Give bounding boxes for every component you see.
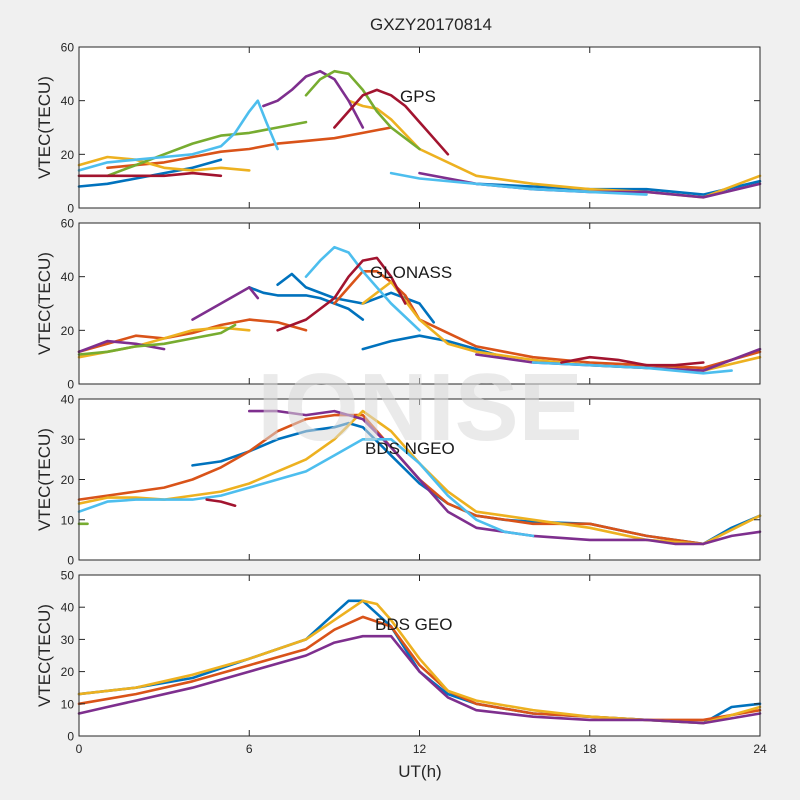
panel-0: 0 20 40 60 VTEC(TECU) GPS [35,41,762,216]
y-tick-label: 20 [61,665,75,679]
series-line [77,171,223,178]
x-tick-label: 6 [246,742,253,756]
y-tick-label: 20 [61,473,75,487]
panel-label: BDS NGEO [365,439,455,458]
series-line [77,323,237,356]
panel-2: 0 10 20 30 40 VTEC(TECU) BDS NGEO [35,393,762,568]
y-tick-label: 40 [61,393,75,407]
series-line [77,437,535,538]
axes-background [79,575,760,736]
series-line [191,286,260,321]
panel-label: GLONASS [370,263,452,282]
series-line [262,69,365,129]
y-tick-label: 60 [61,217,75,231]
x-axis-label: UT(h) [398,762,441,781]
watermark: IONISE [257,354,582,461]
y-axis-label: VTEC(TECU) [35,252,54,355]
y-tick-label: 20 [61,324,75,338]
y-tick-label: 30 [61,433,75,447]
y-tick-label: 10 [61,697,75,711]
series-line [77,155,251,172]
panel-label: GPS [400,87,436,106]
series-line [389,171,648,196]
y-tick-label: 10 [61,513,75,527]
x-tick-label: 18 [583,742,597,756]
y-tick-label: 0 [67,554,74,568]
y-tick-label: 50 [61,569,75,583]
x-tick-label: 24 [753,742,767,756]
y-tick-label: 60 [61,41,75,55]
y-tick-label: 0 [67,730,74,744]
y-axis-label: VTEC(TECU) [35,76,54,179]
y-tick-label: 0 [67,378,74,392]
y-axis-label: VTEC(TECU) [35,428,54,531]
series-line [77,339,166,354]
series-line [333,88,450,156]
y-tick-label: 0 [67,202,74,216]
panel-1: 0 20 40 60 VTEC(TECU) GLONASS [35,217,762,392]
series-line [205,498,237,508]
y-tick-label: 40 [61,94,75,108]
x-tick-label: 12 [413,742,427,756]
panel-label: BDS GEO [375,615,452,634]
axes-background [79,47,760,208]
series-line [77,599,762,725]
series-line [106,120,308,178]
panel-3: 0 10 20 30 40 50 0 6 12 18 24 VTEC(TECU) BDS GEO [35,569,767,757]
series-line [276,256,407,332]
series-line [248,286,365,321]
series-line [77,99,279,172]
series-line [361,334,506,359]
series-line [77,413,705,546]
y-tick-label: 20 [61,148,75,162]
series-line [531,361,733,375]
x-tick-label: 0 [76,742,83,756]
y-axis-label: VTEC(TECU) [35,604,54,707]
series-line [248,409,762,546]
series-line [560,355,705,367]
y-tick-label: 40 [61,270,75,284]
series-line [276,272,436,324]
y-tick-label: 40 [61,601,75,615]
chart-title: GXZY20170814 [370,15,492,34]
series-line [304,245,421,332]
y-tick-label: 30 [61,633,75,647]
series-line [106,126,393,170]
series-line [77,634,762,725]
series-line [304,69,421,151]
